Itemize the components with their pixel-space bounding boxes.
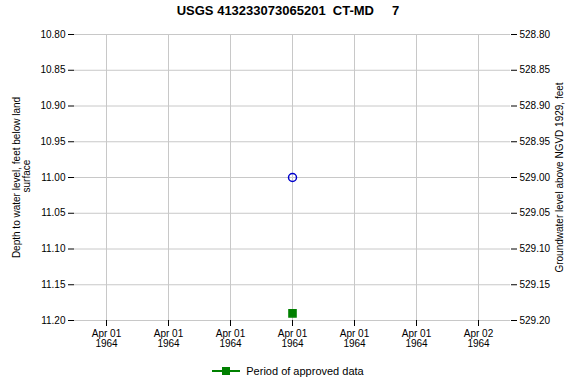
svg-text:528.80: 528.80 [520,29,551,40]
svg-text:10.85: 10.85 [40,64,65,75]
svg-text:Apr 011964: Apr 011964 [154,328,184,349]
svg-text:11.20: 11.20 [41,315,66,326]
svg-text:10.95: 10.95 [40,136,65,147]
svg-text:528.85: 528.85 [520,64,551,75]
svg-text:528.95: 528.95 [520,136,551,147]
html-text:USGS 413233073065201 CT-MD 7: USGS 413233073065201 CT-MD 7 [176,3,400,18]
svg-text:Groundwater level above NGVD 1: Groundwater level above NGVD 1929, feet [554,82,565,272]
html-text:Period of approved data: Period of approved data [246,365,364,377]
svg-text:Apr 011964: Apr 011964 [92,328,122,349]
svg-text:529.15: 529.15 [520,279,551,290]
svg-text:11.15: 11.15 [41,279,66,290]
svg-text:Apr 011964: Apr 011964 [216,328,246,349]
svg-text:529.05: 529.05 [520,207,551,218]
svg-text:Depth to water level, feet bel: Depth to water level, feet below land su… [11,97,32,258]
svg-text:11.10: 11.10 [41,243,66,254]
svg-text:Apr 011964: Apr 011964 [278,328,308,349]
svg-text:528.90: 528.90 [520,100,551,111]
svg-text:Apr 011964: Apr 011964 [340,328,370,349]
svg-text:Apr 011964: Apr 011964 [402,328,432,349]
svg-text:529.10: 529.10 [520,243,551,254]
svg-text:11.05: 11.05 [41,207,66,218]
svg-text:10.80: 10.80 [40,29,65,40]
svg-text:11.00: 11.00 [41,172,66,183]
svg-text:10.90: 10.90 [40,100,65,111]
svg-text:529.00: 529.00 [520,172,551,183]
svg-text:529.20: 529.20 [520,315,551,326]
svg-text:Apr 021964: Apr 021964 [464,328,494,349]
